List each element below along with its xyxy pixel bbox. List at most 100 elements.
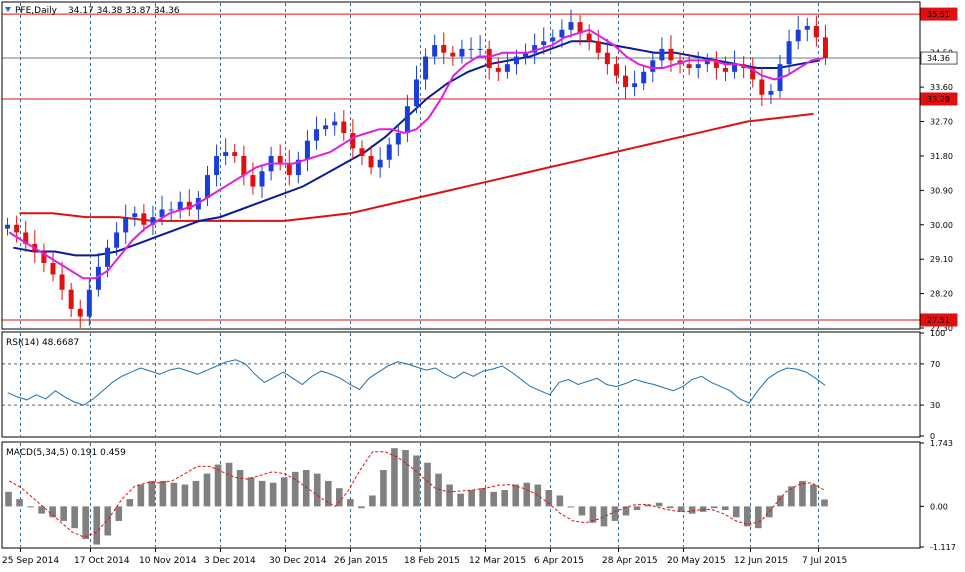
candle-down	[232, 152, 238, 156]
rsi-label: RSI(14) 48.6687	[6, 338, 79, 348]
candle-up	[468, 48, 474, 50]
candle-down	[722, 68, 728, 72]
candle-down	[586, 33, 592, 42]
candle-down	[277, 155, 283, 164]
candle-up	[177, 201, 183, 210]
candle-up	[159, 209, 165, 218]
candle-down	[341, 121, 347, 133]
candle-up	[477, 48, 483, 50]
candle-up	[541, 41, 547, 46]
x-tick-label: 12 Mar 2015	[469, 556, 526, 566]
candle-up	[804, 25, 810, 30]
macd-label: MACD(5,34,5) 0.191 0.459	[6, 448, 126, 458]
candle-up	[377, 159, 383, 168]
x-tick-label: 10 Nov 2014	[139, 556, 197, 566]
candle-down	[241, 155, 247, 176]
candle-up	[86, 289, 92, 317]
macd-histogram-bar	[181, 484, 189, 507]
candle-down	[595, 41, 601, 53]
macd-histogram-bar	[755, 506, 762, 529]
macd-histogram-bar	[192, 480, 200, 507]
candle-up	[414, 79, 419, 107]
x-tick-label: 30 Dec 2014	[269, 556, 327, 566]
candle-down	[668, 48, 674, 61]
candle-down	[68, 289, 74, 309]
y-tick-label: 27.30	[930, 324, 953, 333]
candle-down	[286, 163, 292, 176]
candle-down	[604, 52, 610, 65]
macd-histogram-bar	[688, 506, 696, 514]
macd-histogram-bar	[501, 490, 509, 507]
triangle-down-icon[interactable]	[5, 7, 11, 12]
macd-histogram-bar	[545, 490, 553, 507]
macd-histogram-bar	[302, 470, 310, 507]
y-tick-label: 30.00	[930, 221, 953, 230]
candle-down	[186, 201, 192, 210]
fast-moving-average	[8, 28, 824, 280]
y-tick-label: 28.20	[930, 290, 953, 299]
x-tick-label: 25 Sep 2014	[2, 556, 59, 566]
x-tick-label: 6 Apr 2015	[534, 556, 584, 566]
price-highlight-box	[920, 51, 958, 65]
y-tick-label: 100	[930, 329, 945, 338]
price-highlight-box	[920, 92, 958, 106]
date-axis: 25 Sep 2014 17 Oct 2014 10 Nov 2014 3 Dec 2…	[2, 548, 847, 566]
candle-down	[450, 52, 456, 57]
x-tick-label: 12 Jun 2015	[734, 556, 788, 566]
candle-up	[323, 125, 329, 130]
macd-histogram-bar	[732, 506, 740, 518]
candle-up	[168, 209, 174, 211]
rsi-line	[7, 359, 826, 406]
rsi-indicator	[2, 359, 920, 406]
macd-histogram-bar	[479, 488, 486, 507]
macd-histogram-bar	[170, 482, 178, 507]
macd-histogram-bar	[402, 450, 409, 507]
macd-histogram-bar	[38, 506, 45, 514]
y-tick-label: 1.743	[930, 439, 953, 448]
macd-histogram-bar	[225, 462, 233, 507]
macd-histogram-bar	[115, 506, 123, 521]
candle-up	[304, 140, 310, 160]
candle-up	[314, 129, 320, 141]
candle-up	[795, 29, 801, 42]
macd-histogram-bar	[16, 499, 23, 507]
x-tick-label: 26 Jan 2015	[334, 556, 388, 566]
macd-histogram-bar	[5, 491, 12, 507]
candle-up	[395, 133, 401, 145]
macd-histogram-bar	[413, 455, 420, 507]
price-panel-frame	[1, 1, 921, 330]
macd-histogram-bar	[633, 506, 641, 511]
candle-up	[659, 48, 665, 61]
macd-histogram-bar	[214, 464, 222, 507]
x-tick-label: 18 Feb 2015	[404, 556, 460, 566]
candle-down	[759, 79, 765, 95]
candle-up	[768, 90, 774, 95]
macd-histogram-bar	[358, 506, 365, 509]
candle-down	[713, 60, 719, 68]
macd-histogram-bar	[677, 506, 685, 512]
macd-histogram-bar	[622, 506, 630, 516]
macd-histogram-bar	[788, 486, 795, 507]
y-tick-label: 33.60	[930, 83, 953, 92]
macd-histogram-bar	[236, 470, 244, 507]
candle-up	[114, 232, 120, 248]
candle-up	[123, 217, 129, 233]
candle-up	[786, 41, 792, 65]
candle-up	[532, 45, 538, 53]
macd-histogram-bar	[159, 480, 167, 507]
candle-up	[550, 37, 556, 42]
candle-up	[704, 60, 710, 65]
candle-down	[750, 68, 756, 80]
macd-histogram-bar	[313, 473, 321, 507]
candle-up	[5, 224, 11, 229]
price-axis: 35.5134.5033.6032.7031.8030.9030.0029.10…	[920, 7, 958, 333]
x-tick-label: 17 Oct 2014	[74, 556, 130, 566]
macd-histogram-bar	[280, 477, 288, 507]
ohlc-values: 34.17 34.38 33.87 34.36	[68, 6, 180, 16]
macd-histogram-bar	[369, 495, 376, 507]
candle-up	[105, 247, 111, 267]
candle-up	[214, 155, 220, 176]
y-tick-label: -1.117	[930, 543, 956, 552]
